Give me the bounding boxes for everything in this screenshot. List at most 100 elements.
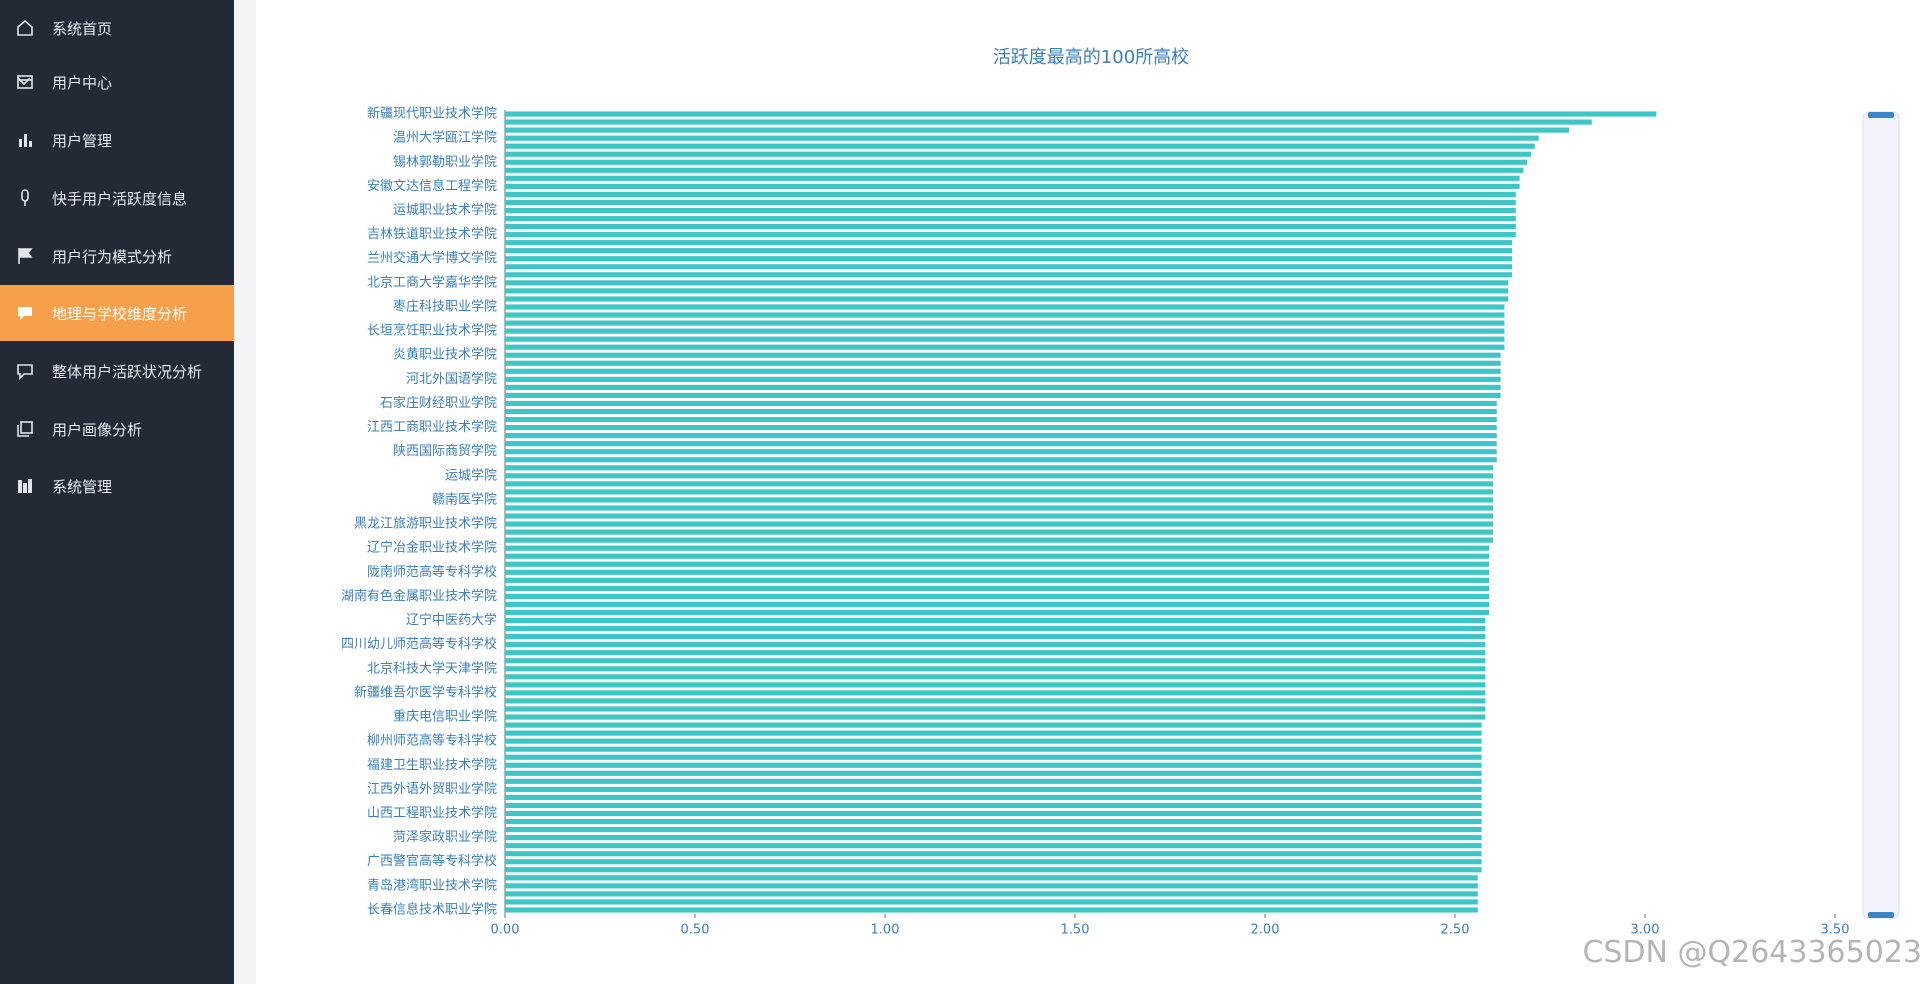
menu-item[interactable]: 整体用户活跃状况分析 [0,343,234,399]
bar [505,585,1490,591]
y-tick-label: 重庆电信职业学院 [393,709,497,725]
bar [505,191,1516,197]
bar [505,867,1482,873]
y-tick-label: 石家庄财经职业学院 [380,395,497,411]
bar [505,521,1493,527]
bar [505,569,1490,575]
bar [505,256,1512,262]
bar [505,642,1486,648]
bar [505,376,1501,382]
bar [505,843,1482,849]
icon [18,479,32,493]
y-tick-label: 福建卫生职业技术学院 [367,757,497,773]
bar [505,312,1505,318]
menu-label: 用户管理 [52,131,113,150]
y-tick-label: 广西警官高等专科学校 [367,853,497,869]
data-zoom[interactable] [1862,111,1900,919]
bar [505,553,1490,559]
x-tick-label: 2.00 [1251,923,1280,938]
bar [505,328,1505,334]
bar [505,634,1486,640]
y-tick-label: 江西工商职业技术学院 [367,419,497,435]
bar [505,111,1657,117]
sidebar: 系统首页 用户中心 用户管理 快手用户活跃度信息 用户行为模式分析 地理与学校维… [0,0,234,984]
bar [505,666,1486,672]
bar [505,770,1482,776]
bar [505,682,1486,688]
bar [505,183,1520,189]
zoom-handle[interactable] [1868,112,1894,118]
icon [17,364,33,380]
menu-label: 系统管理 [52,477,113,496]
bar [505,304,1505,310]
bar [505,883,1478,889]
x-tick-label: 1.50 [1061,923,1090,938]
bar [505,465,1493,471]
y-tick-label: 陕西国际商贸学院 [393,443,497,459]
y-tick-label: 江西外语外贸职业学院 [367,781,497,797]
bar [505,609,1490,616]
chart-title: 活跃度最高的100所高校 [993,47,1189,68]
y-tick-label: 运城职业技术学院 [393,202,497,218]
bar [505,264,1512,270]
y-tick-label: 辽宁冶金职业技术学院 [367,540,497,556]
menu-item[interactable]: 系统管理 [0,458,234,514]
bar [505,706,1486,712]
y-tick-label: 兰州交通大学博文学院 [367,250,497,266]
bar [505,851,1482,857]
bar [505,690,1486,696]
menu-label: 快手用户活跃度信息 [52,189,188,208]
bar [505,778,1482,784]
bar [505,215,1516,222]
x-tick-label: 2.50 [1441,923,1470,938]
menu-item[interactable]: 地理与学校维度分析 [0,285,234,341]
y-tick-label: 锡林郭勒职业学院 [393,154,497,170]
zoom-handle[interactable] [1868,912,1894,918]
bar [505,505,1493,511]
bar [505,617,1486,624]
y-tick-label: 辽宁中医药大学 [406,612,497,628]
content-border [234,0,256,984]
bar [505,449,1497,455]
y-tick-label: 北京工商大学嘉华学院 [367,274,497,290]
y-tick-label: 山西工程职业技术学院 [367,805,497,821]
bar [505,408,1497,415]
y-tick-label: 长垣烹饪职业技术学院 [367,323,497,339]
bar [505,754,1482,760]
menu-item[interactable]: 用户行为模式分析 [0,228,234,284]
bar [505,344,1505,350]
bar [505,907,1478,913]
bar [505,272,1512,278]
watermark: CSDN @Q2643365023 [1582,935,1922,970]
menu-item[interactable]: 用户画像分析 [0,401,234,457]
bar [505,441,1497,447]
bar [505,545,1490,551]
bar [505,827,1482,833]
bar [505,481,1493,487]
menu-label: 整体用户活跃状况分析 [52,362,203,381]
menu-label: 用户中心 [52,73,113,92]
bar [505,167,1524,173]
icon [17,19,33,36]
bar [505,891,1478,897]
y-tick-label: 河北外国语学院 [406,371,497,387]
y-tick-label: 四川幼儿师范高等专科学校 [341,636,497,652]
bar [505,601,1490,608]
menu-item[interactable]: 用户中心 [0,54,234,110]
y-tick-label: 枣庄科技职业学院 [393,298,497,314]
icon [21,189,29,206]
bar [505,199,1516,206]
bar [505,336,1505,342]
bar [505,288,1509,294]
menu-item[interactable]: 系统首页 [0,0,234,56]
y-tick-label: 炎黄职业技术学院 [393,347,497,363]
menu-item[interactable]: 用户管理 [0,112,234,168]
menu-item[interactable]: 快手用户活跃度信息 [0,170,234,226]
y-tick-label: 青岛港湾职业技术学院 [367,877,497,893]
bar [505,119,1592,125]
bar [505,352,1501,358]
bar [505,175,1520,181]
y-tick-label: 吉林铁道职业技术学院 [367,226,497,242]
y-tick-label: 黑龙江旅游职业技术学院 [354,516,497,532]
